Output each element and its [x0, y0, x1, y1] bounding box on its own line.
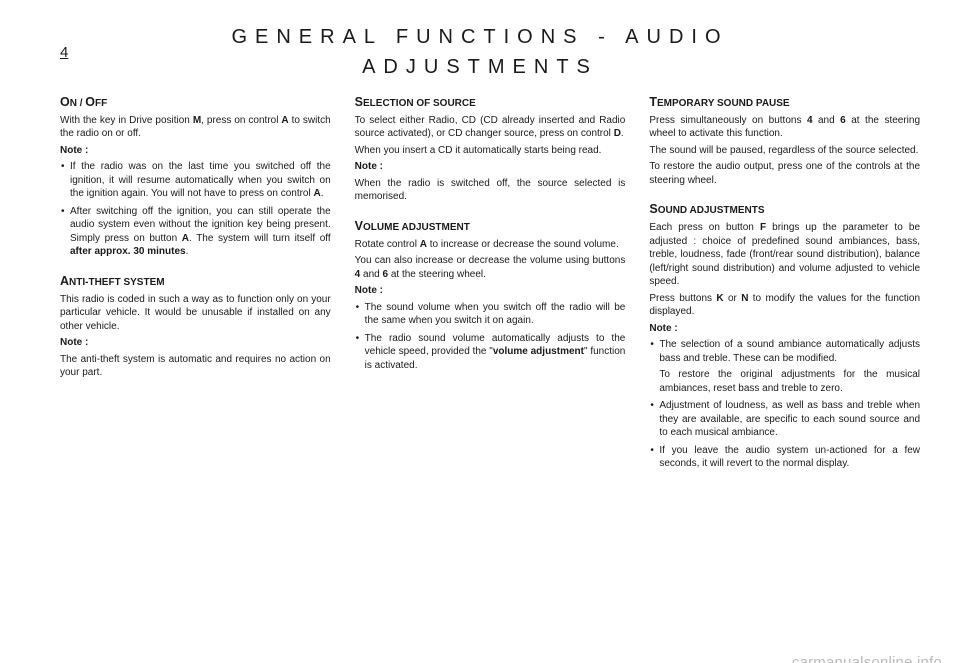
temp-pause-body-1: Press simultaneously on buttons 4 and 6 …: [649, 114, 920, 141]
page-title: GENERAL FUNCTIONS - AUDIO ADJUSTMENTS: [0, 22, 960, 82]
selection-body-2: When you insert a CD it automatically st…: [355, 144, 626, 158]
temp-pause-title: TEMPORARY SOUND PAUSE: [649, 94, 920, 111]
on-off-note-list: If the radio was on the last time you sw…: [60, 160, 331, 259]
on-off-note-2: After switching off the ignition, you ca…: [60, 205, 331, 259]
section-anti-theft: AANTI-THEFT SYSTEMNTI-THEFT SYSTEM This …: [60, 273, 331, 380]
anti-theft-note-label: Note :: [60, 336, 331, 350]
title-line-1: GENERAL FUNCTIONS - AUDIO: [0, 22, 960, 52]
sound-adjust-note-3: If you leave the audio system un-actione…: [649, 444, 920, 471]
selection-body-3: When the radio is switched off, the sour…: [355, 177, 626, 204]
volume-body-1: Rotate control A to increase or decrease…: [355, 238, 626, 252]
selection-note-label: Note :: [355, 160, 626, 174]
watermark-text: carmanualsonline.info: [792, 654, 942, 663]
on-off-note-label: Note :: [60, 144, 331, 158]
section-selection-source: SELECTION OF SOURCE To select either Rad…: [355, 94, 626, 204]
sound-adjust-note-list: The selection of a sound ambiance automa…: [649, 338, 920, 471]
selection-body-1: To select either Radio, CD (CD already i…: [355, 114, 626, 141]
on-off-body: With the key in Drive position M, press …: [60, 114, 331, 141]
section-sound-adjust: SOUND ADJUSTMENTS Each press on button F…: [649, 201, 920, 470]
volume-note-1: The sound volume when you switch off the…: [355, 301, 626, 328]
volume-body-2: You can also increase or decrease the vo…: [355, 254, 626, 281]
anti-theft-body-1: This radio is coded in such a way as to …: [60, 293, 331, 334]
content-columns: ON / OFF With the key in Drive position …: [0, 82, 960, 485]
title-line-2: ADJUSTMENTS: [0, 52, 960, 82]
column-2: SELECTION OF SOURCE To select either Rad…: [355, 94, 626, 485]
temp-pause-body-2: The sound will be paused, regardless of …: [649, 144, 920, 158]
page-number: 4: [60, 44, 68, 61]
anti-theft-title: AANTI-THEFT SYSTEMNTI-THEFT SYSTEM: [60, 273, 331, 290]
selection-title: SELECTION OF SOURCE: [355, 94, 626, 111]
column-3: TEMPORARY SOUND PAUSE Press simultaneous…: [649, 94, 920, 485]
on-off-note-1: If the radio was on the last time you sw…: [60, 160, 331, 201]
section-volume: VOLUME ADJUSTMENT Rotate control A to in…: [355, 218, 626, 372]
sound-adjust-body-1: Each press on button F brings up the par…: [649, 221, 920, 289]
section-temp-pause: TEMPORARY SOUND PAUSE Press simultaneous…: [649, 94, 920, 187]
on-off-title: ON / OFF: [60, 94, 331, 111]
column-1: ON / OFF With the key in Drive position …: [60, 94, 331, 485]
sound-adjust-note-label: Note :: [649, 322, 920, 336]
sound-adjust-note-2: Adjustment of loudness, as well as bass …: [649, 399, 920, 440]
volume-note-2: The radio sound volume automatically adj…: [355, 332, 626, 373]
anti-theft-body-2: The anti-theft system is automatic and r…: [60, 353, 331, 380]
volume-note-list: The sound volume when you switch off the…: [355, 301, 626, 373]
volume-title: VOLUME ADJUSTMENT: [355, 218, 626, 235]
temp-pause-body-3: To restore the audio output, press one o…: [649, 160, 920, 187]
sound-adjust-body-2: Press buttons K or N to modify the value…: [649, 292, 920, 319]
sound-adjust-title: SOUND ADJUSTMENTS: [649, 201, 920, 218]
section-on-off: ON / OFF With the key in Drive position …: [60, 94, 331, 259]
sound-adjust-note-1: The selection of a sound ambiance automa…: [649, 338, 920, 395]
volume-note-label: Note :: [355, 284, 626, 298]
